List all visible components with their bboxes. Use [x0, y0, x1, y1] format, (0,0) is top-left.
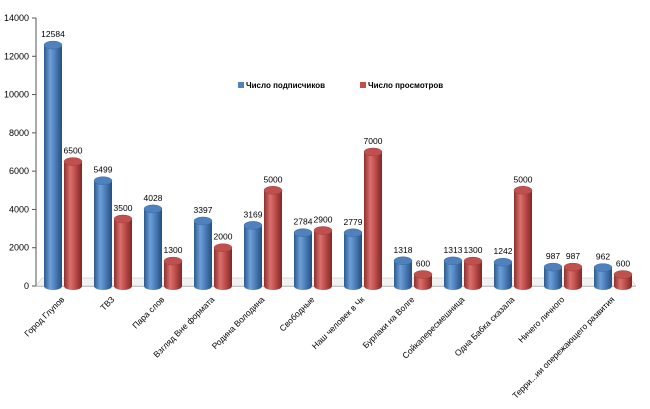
bar-subscribers — [544, 267, 562, 290]
bar-top-subscribers — [193, 216, 213, 226]
bar-top-subscribers — [43, 40, 63, 50]
bar-top-views — [113, 214, 133, 224]
bar-views — [364, 152, 382, 290]
y-tick-label: 12000 — [4, 51, 29, 61]
data-label-views: 1300 — [464, 245, 483, 255]
bar-views — [314, 230, 332, 290]
category-label: Пара слов — [130, 294, 167, 331]
legend-swatch-subscribers — [238, 82, 244, 88]
bar-top-views — [63, 157, 83, 166]
bar-top-views — [213, 243, 233, 252]
data-label-subscribers: 2779 — [344, 217, 363, 227]
data-label-views: 5000 — [514, 174, 533, 184]
y-tick-label: 2000 — [9, 243, 29, 253]
bar-top-subscribers — [343, 228, 363, 238]
bar-top-views — [313, 226, 333, 235]
bar-top-subscribers — [93, 176, 113, 185]
legend-label-views: Число просмотров — [368, 81, 443, 90]
y-tick-label: 0 — [24, 281, 29, 291]
y-tick-label: 4000 — [9, 204, 29, 214]
bar-subscribers — [494, 262, 512, 290]
data-label-views: 6500 — [64, 146, 83, 156]
bar-subscribers — [444, 260, 462, 290]
bar-top-subscribers — [243, 221, 263, 230]
bar-views — [614, 274, 632, 290]
bar-top-subscribers — [293, 228, 313, 237]
bar-top-views — [163, 256, 183, 266]
category-label: Бурлаки на Волге — [360, 294, 416, 350]
bar-top-views — [413, 270, 433, 279]
y-tick-label: 6000 — [9, 166, 29, 176]
data-label-views: 2000 — [214, 232, 233, 242]
bar-subscribers — [594, 267, 612, 290]
data-label-subscribers: 987 — [546, 251, 560, 261]
legend: Число подписчиков Число просмотров — [238, 81, 443, 90]
data-label-subscribers: 962 — [596, 252, 610, 262]
bar-views — [514, 190, 532, 290]
category-label: Свободные — [277, 294, 316, 333]
category-label: Терри...ии опережающего развития — [510, 294, 616, 400]
data-label-subscribers: 3397 — [194, 205, 213, 215]
category-label: ТВЗ — [98, 294, 116, 312]
axis-layer: 0 2000 4000 6000 8000 10000 12000 14000 — [4, 13, 637, 291]
data-label-views: 5000 — [264, 174, 283, 184]
bar-top-views — [263, 186, 283, 195]
bar-top-views — [513, 186, 533, 195]
legend-label-subscribers: Число подписчиков — [246, 81, 325, 90]
bar-subscribers — [344, 232, 362, 290]
data-label-subscribers: 4028 — [144, 193, 163, 203]
category-label: Родина Володина — [210, 294, 267, 351]
bars-layer — [43, 40, 633, 290]
bar-top-views — [613, 270, 633, 279]
bar-views — [114, 219, 132, 290]
bar-top-subscribers — [543, 262, 563, 272]
bar-top-subscribers — [143, 204, 163, 214]
y-tick-label: 14000 — [4, 13, 29, 23]
data-label-subscribers: 12584 — [41, 29, 65, 39]
bar-views — [464, 261, 482, 290]
y-tick-label: 10000 — [4, 90, 29, 100]
bar-subscribers — [294, 232, 312, 290]
bar-subscribers — [44, 45, 62, 290]
data-label-views: 1300 — [164, 245, 183, 255]
bar-top-views — [363, 147, 383, 157]
bar-subscribers — [394, 260, 412, 290]
data-label-views: 600 — [616, 259, 630, 269]
y-tick-label: 8000 — [9, 128, 29, 138]
bar-top-views — [463, 256, 483, 266]
data-label-views: 2900 — [314, 214, 333, 224]
data-label-views: 7000 — [364, 136, 383, 146]
bar-top-subscribers — [493, 257, 513, 267]
data-label-subscribers: 1242 — [494, 246, 513, 256]
bar-top-views — [563, 262, 583, 272]
bar-views — [64, 161, 82, 290]
bar-views — [214, 247, 232, 290]
data-label-subscribers: 5499 — [94, 165, 113, 175]
bar-top-subscribers — [443, 256, 463, 266]
data-label-views: 3500 — [114, 203, 133, 213]
bar-views — [414, 274, 432, 290]
bar-views — [264, 190, 282, 290]
legend-swatch-views — [360, 82, 366, 88]
data-label-subscribers: 1313 — [444, 245, 463, 255]
bar-top-subscribers — [393, 256, 413, 266]
category-label: Ничего личного — [516, 294, 567, 345]
data-label-subscribers: 3169 — [244, 209, 263, 219]
bar-views — [164, 261, 182, 290]
data-label-views: 987 — [566, 251, 580, 261]
bar-subscribers — [244, 225, 262, 290]
data-labels-layer: 12584 6500 5499 3500 4028 1300 3397 2000 3169 500… — [41, 29, 630, 268]
bar-top-subscribers — [593, 263, 613, 272]
data-label-views: 600 — [416, 259, 430, 269]
category-label: Наш человек в Чк — [310, 294, 367, 351]
data-label-subscribers: 2784 — [294, 217, 313, 227]
bar-subscribers — [94, 180, 112, 290]
category-label: Город Глупов — [22, 294, 67, 339]
bar-subscribers — [194, 220, 212, 290]
bar-subscribers — [144, 208, 162, 290]
data-label-subscribers: 1318 — [394, 245, 413, 255]
bar-views — [564, 267, 582, 290]
